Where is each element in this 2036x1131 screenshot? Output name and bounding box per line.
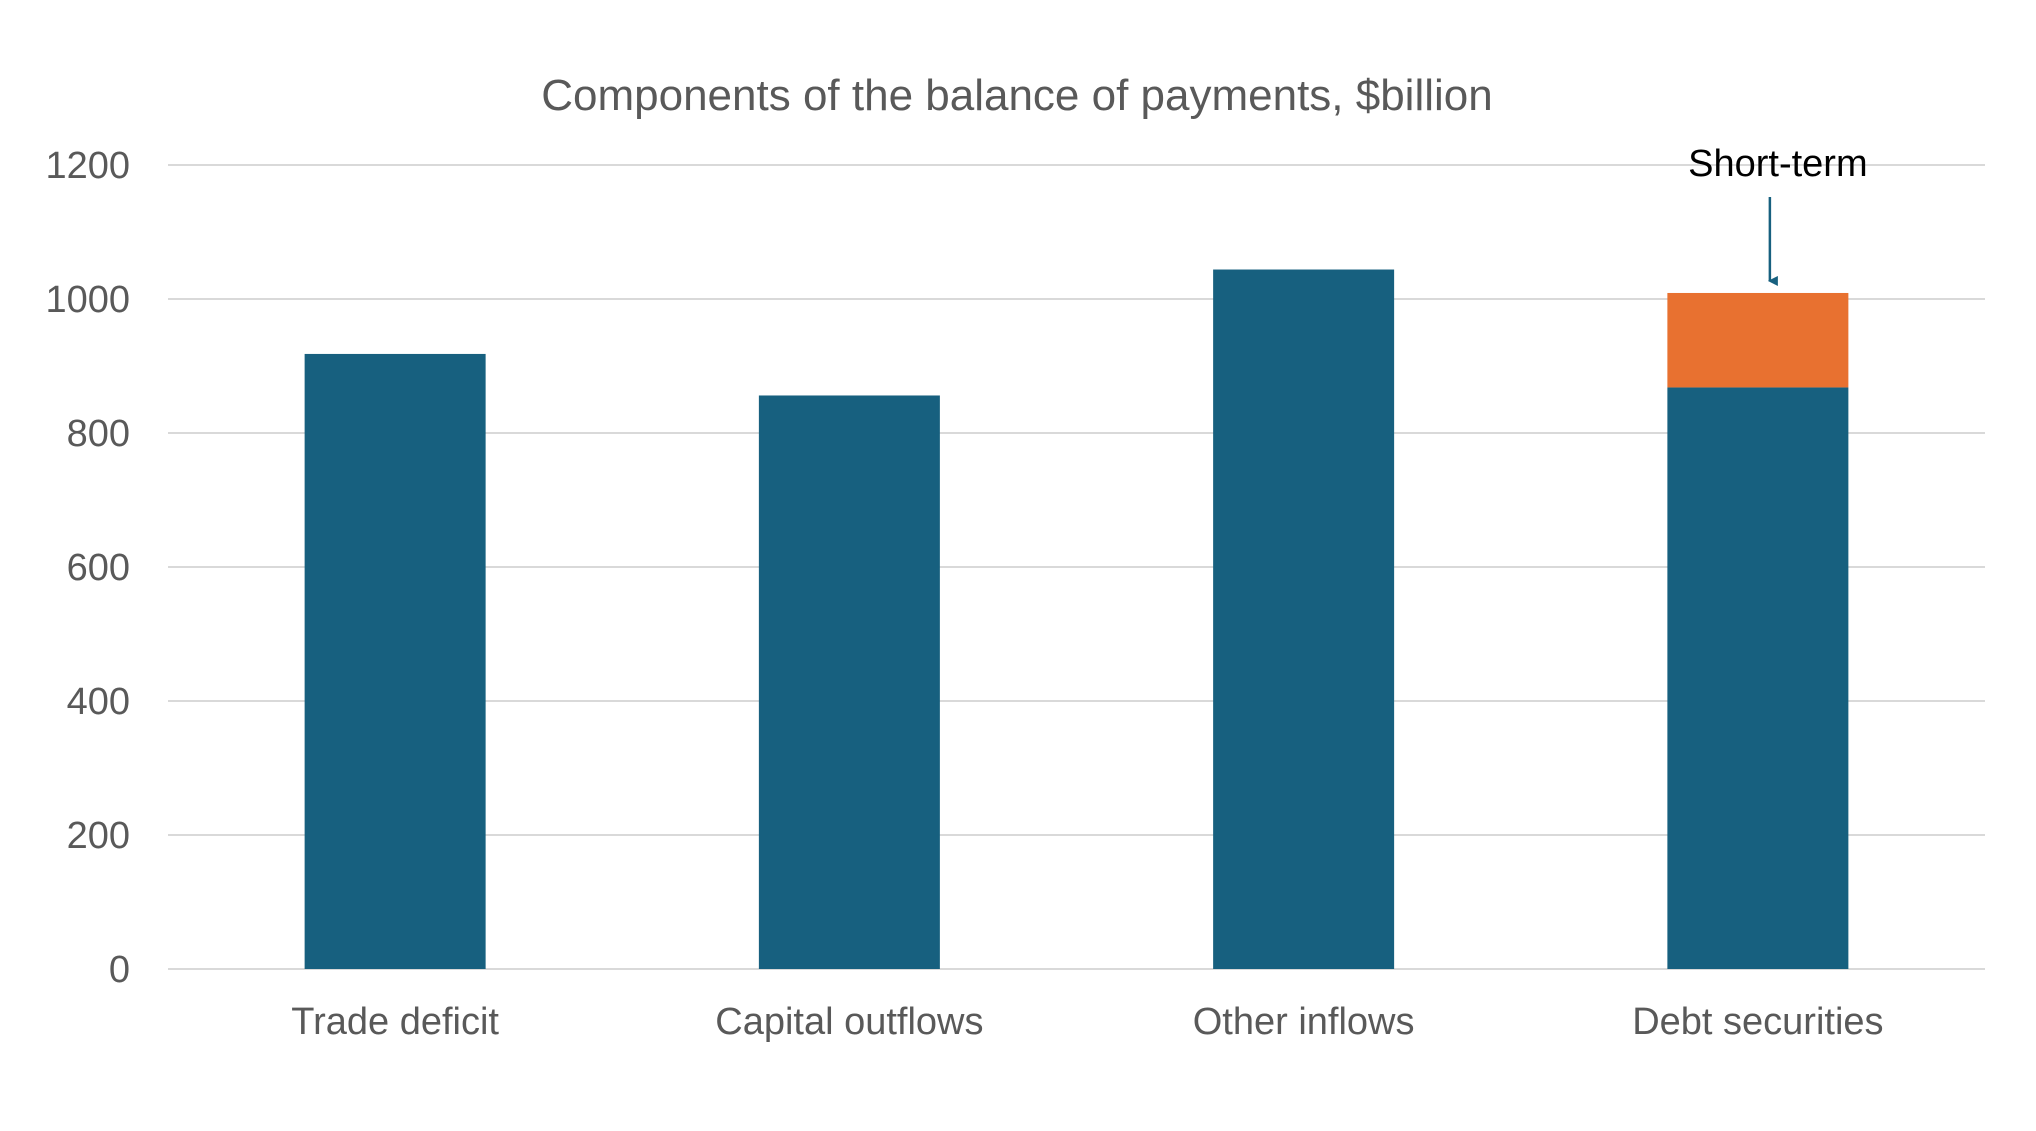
- annotations: Short-term: [1688, 143, 1868, 286]
- bar-segment-short-term: [1667, 292, 1849, 388]
- bar-segment-main: [1667, 387, 1849, 969]
- y-tick-label: 1200: [45, 145, 130, 187]
- bar-segment-main: [758, 395, 940, 970]
- x-category-label: Debt securities: [1632, 1001, 1883, 1043]
- y-tick-label: 1000: [45, 279, 130, 321]
- y-tick-label: 600: [67, 547, 130, 589]
- x-category-label: Trade deficit: [291, 1001, 499, 1043]
- y-tick-label: 0: [109, 949, 130, 991]
- x-category-label: Other inflows: [1193, 1001, 1415, 1043]
- x-category-label: Capital outflows: [715, 1001, 983, 1043]
- bar-segment-main: [304, 353, 486, 969]
- y-axis-tick-labels: 0 200 400 600 800 1000 1200: [45, 145, 130, 991]
- x-axis-category-labels: Trade deficit Capital outflows Other inflo…: [291, 1001, 1883, 1043]
- bar-segment-main: [1213, 269, 1395, 969]
- y-tick-label: 200: [67, 815, 130, 857]
- y-tick-label: 800: [67, 413, 130, 455]
- short-term-annotation-label: Short-term: [1688, 143, 1867, 185]
- chart-title: Components of the balance of payments, $…: [541, 71, 1492, 120]
- y-tick-label: 400: [67, 681, 130, 723]
- bars: [304, 269, 1849, 970]
